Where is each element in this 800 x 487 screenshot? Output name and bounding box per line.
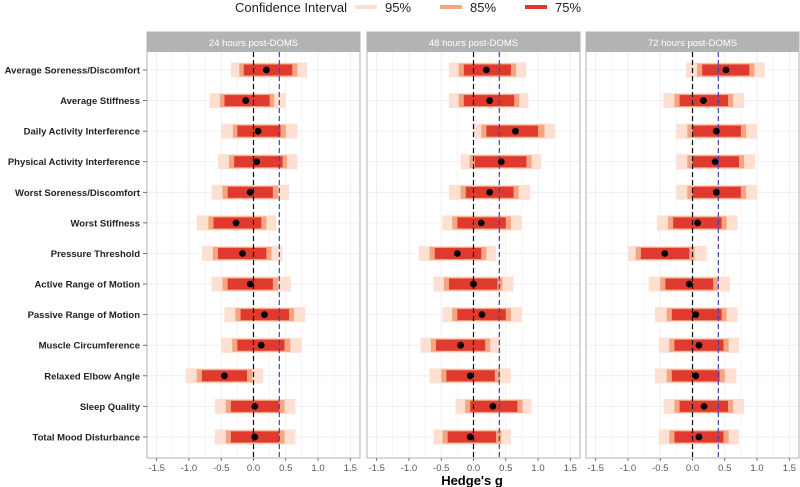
point-estimate xyxy=(661,250,669,257)
x-tick-label: 0.0 xyxy=(467,463,480,474)
x-axis-title: Hedge's g xyxy=(441,473,503,487)
x-tick-label: 1.0 xyxy=(311,463,324,474)
point-estimate xyxy=(251,402,259,410)
panel-1: 24 hours post-DOMS -1.5 -1.0 -0.5 0.0 0.5 1.0 1… xyxy=(146,31,361,474)
row-label: Total Mood Disturbance xyxy=(33,432,141,443)
row-label: Worst Soreness/Discomfort xyxy=(15,188,141,199)
x-tick-label: 0.0 xyxy=(247,463,260,474)
row-label: Sleep Quality xyxy=(80,402,141,413)
point-estimate xyxy=(489,402,497,410)
point-estimate xyxy=(722,66,730,74)
panel-title: 24 hours post-DOMS xyxy=(209,38,298,49)
row-label: Muscle Circumference xyxy=(39,341,140,352)
point-estimate xyxy=(692,311,700,319)
legend-swatch-75% xyxy=(525,5,547,9)
point-estimate xyxy=(221,372,228,380)
point-estimate xyxy=(486,97,494,104)
x-tick-label: -1.0 xyxy=(181,463,197,474)
legend-label-95%: 95% xyxy=(385,0,411,15)
x-tick-label: 1.0 xyxy=(531,463,544,474)
row-label: Active Range of Motion xyxy=(34,280,140,291)
legend-title: Confidence Interval xyxy=(235,0,347,15)
point-estimate xyxy=(692,372,700,380)
x-tick-label: -1.5 xyxy=(368,463,384,474)
point-estimate xyxy=(712,188,720,196)
row-label: Worst Stiffness xyxy=(70,218,140,229)
point-estimate xyxy=(263,66,270,74)
panel-title: 48 hours post-DOMS xyxy=(429,38,518,49)
point-estimate xyxy=(685,280,693,288)
point-estimate xyxy=(239,250,246,257)
point-estimate xyxy=(497,158,505,166)
point-estimate xyxy=(261,311,268,319)
point-estimate xyxy=(466,433,474,441)
point-estimate xyxy=(483,66,490,74)
legend: Confidence Interval 95% 85% 75% xyxy=(235,0,581,15)
point-estimate xyxy=(254,127,262,135)
x-tick-label: 0.0 xyxy=(686,463,699,474)
point-estimate xyxy=(695,341,703,349)
panel-3: 72 hours post-DOMS -1.5 -1.0 -0.5 0.0 0.5 1.0 1… xyxy=(585,31,800,474)
row-label: Daily Activity Interference xyxy=(24,127,140,138)
x-tick-label: -1.0 xyxy=(620,463,636,474)
point-estimate xyxy=(694,219,702,227)
x-tick-label: -1.0 xyxy=(401,463,417,474)
point-estimate xyxy=(457,341,464,349)
point-estimate xyxy=(711,158,719,166)
x-tick-label: -1.5 xyxy=(587,463,603,474)
point-estimate xyxy=(242,97,250,104)
panel-strip xyxy=(586,32,799,52)
point-estimate xyxy=(246,280,254,288)
row-label: Average Soreness/Discomfort xyxy=(5,66,141,77)
panel-strip xyxy=(147,32,360,52)
legend-label-75%: 75% xyxy=(555,0,581,15)
point-estimate xyxy=(700,97,707,104)
point-estimate xyxy=(470,280,477,288)
legend-swatch-85% xyxy=(440,5,462,9)
point-estimate xyxy=(246,188,254,196)
panel-2: 48 hours post-DOMS -1.5 -1.0 -0.5 0.0 0.5 1.0 1… xyxy=(366,31,581,474)
x-tick-label: -0.5 xyxy=(213,463,229,474)
point-estimate xyxy=(453,250,461,257)
x-tick-label: -1.5 xyxy=(148,463,164,474)
point-estimate xyxy=(486,188,494,196)
panel-title: 72 hours post-DOMS xyxy=(648,38,737,49)
x-tick-label: 0.5 xyxy=(718,463,731,474)
x-tick-label: 1.5 xyxy=(344,463,357,474)
point-estimate xyxy=(700,402,708,410)
point-estimate xyxy=(478,311,486,319)
x-tick-label: 1.5 xyxy=(564,463,577,474)
point-estimate xyxy=(695,433,703,441)
panel-grid xyxy=(367,52,580,458)
x-tick-label: -0.5 xyxy=(652,463,668,474)
x-tick-label: 0.5 xyxy=(279,463,292,474)
x-tick-label: 0.5 xyxy=(499,463,512,474)
point-estimate xyxy=(253,158,261,166)
row-label: Passive Range of Motion xyxy=(28,310,141,321)
panel-strip xyxy=(367,32,580,52)
point-estimate xyxy=(712,127,720,135)
point-estimate xyxy=(251,433,259,441)
x-tick-label: 1.0 xyxy=(750,463,763,474)
row-label: Relaxed Elbow Angle xyxy=(44,371,140,382)
row-label: Average Stiffness xyxy=(60,96,140,107)
legend-swatch-95% xyxy=(355,5,377,9)
point-estimate xyxy=(512,127,519,135)
x-tick-label: 1.5 xyxy=(783,463,796,474)
point-estimate xyxy=(466,372,474,380)
point-estimate xyxy=(257,341,265,349)
point-estimate xyxy=(232,219,240,227)
row-label: Physical Activity Interference xyxy=(8,157,140,168)
x-tick-label: -0.5 xyxy=(433,463,449,474)
legend-label-85%: 85% xyxy=(470,0,496,15)
point-estimate xyxy=(477,219,485,227)
row-label: Pressure Threshold xyxy=(51,249,140,260)
